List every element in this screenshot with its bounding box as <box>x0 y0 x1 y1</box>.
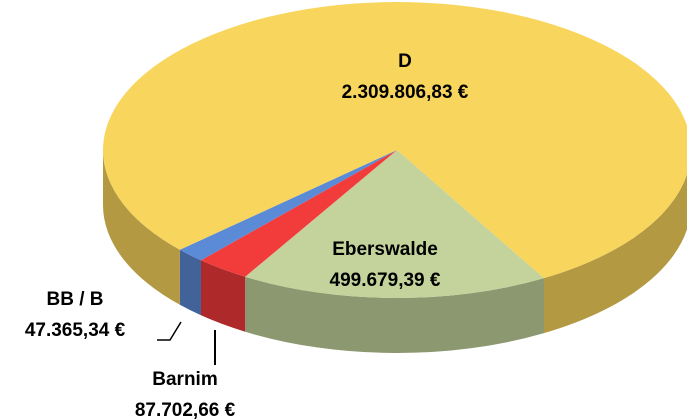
slice-side <box>245 276 544 353</box>
labels: Eberswalde 499.679,39 € Barnim 87.702,66 € B… <box>25 51 469 419</box>
slice-side <box>103 150 180 305</box>
slice-label: Barnim <box>152 369 217 390</box>
value-label: 47.365,34 € <box>25 320 126 341</box>
slice <box>245 150 544 298</box>
leader-line <box>157 321 182 341</box>
slice <box>103 2 687 279</box>
pie-tops <box>103 2 687 298</box>
slice-side <box>200 260 246 332</box>
slice-label: BB / B <box>47 289 104 310</box>
value-label: 2.309.806,83 € <box>342 82 469 103</box>
value-label: 87.702,66 € <box>135 400 236 419</box>
slice-side <box>544 174 687 334</box>
value-label: 499.679,39 € <box>330 270 441 291</box>
slice <box>200 150 397 277</box>
pie-sides <box>103 150 687 353</box>
slice-label: Eberswalde <box>332 239 438 260</box>
slice-label: D <box>398 51 412 72</box>
slice <box>179 150 397 261</box>
slice-side <box>179 249 201 316</box>
